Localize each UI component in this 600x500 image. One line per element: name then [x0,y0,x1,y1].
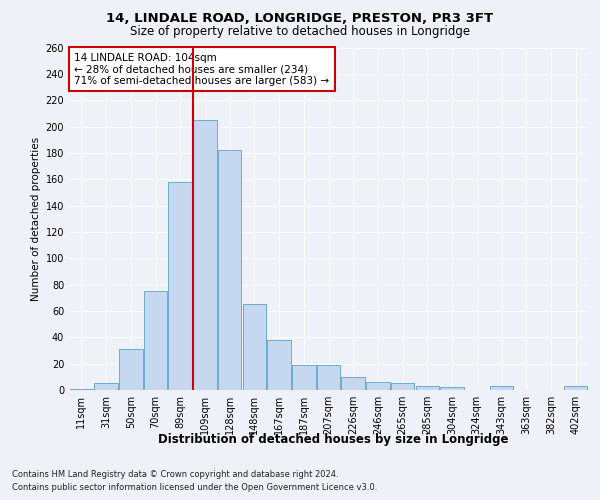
Y-axis label: Number of detached properties: Number of detached properties [31,136,41,301]
Bar [391,384,415,390]
Bar [341,377,365,390]
Text: Contains HM Land Registry data © Crown copyright and database right 2024.: Contains HM Land Registry data © Crown c… [12,470,338,479]
Bar [564,386,587,390]
Bar [94,384,118,390]
Bar [292,365,316,390]
Bar [490,386,513,390]
Bar [317,365,340,390]
Bar [193,120,217,390]
Bar [70,388,93,390]
Text: Contains public sector information licensed under the Open Government Licence v3: Contains public sector information licen… [12,482,377,492]
Bar [119,349,143,390]
Bar [242,304,266,390]
Text: 14, LINDALE ROAD, LONGRIDGE, PRESTON, PR3 3FT: 14, LINDALE ROAD, LONGRIDGE, PRESTON, PR… [106,12,494,26]
Bar [440,388,464,390]
Bar [268,340,291,390]
Bar [218,150,241,390]
Text: 14 LINDALE ROAD: 104sqm
← 28% of detached houses are smaller (234)
71% of semi-d: 14 LINDALE ROAD: 104sqm ← 28% of detache… [74,52,329,86]
Bar [416,386,439,390]
Bar [169,182,192,390]
Text: Distribution of detached houses by size in Longridge: Distribution of detached houses by size … [158,432,508,446]
Bar [366,382,389,390]
Bar [144,291,167,390]
Text: Size of property relative to detached houses in Longridge: Size of property relative to detached ho… [130,25,470,38]
